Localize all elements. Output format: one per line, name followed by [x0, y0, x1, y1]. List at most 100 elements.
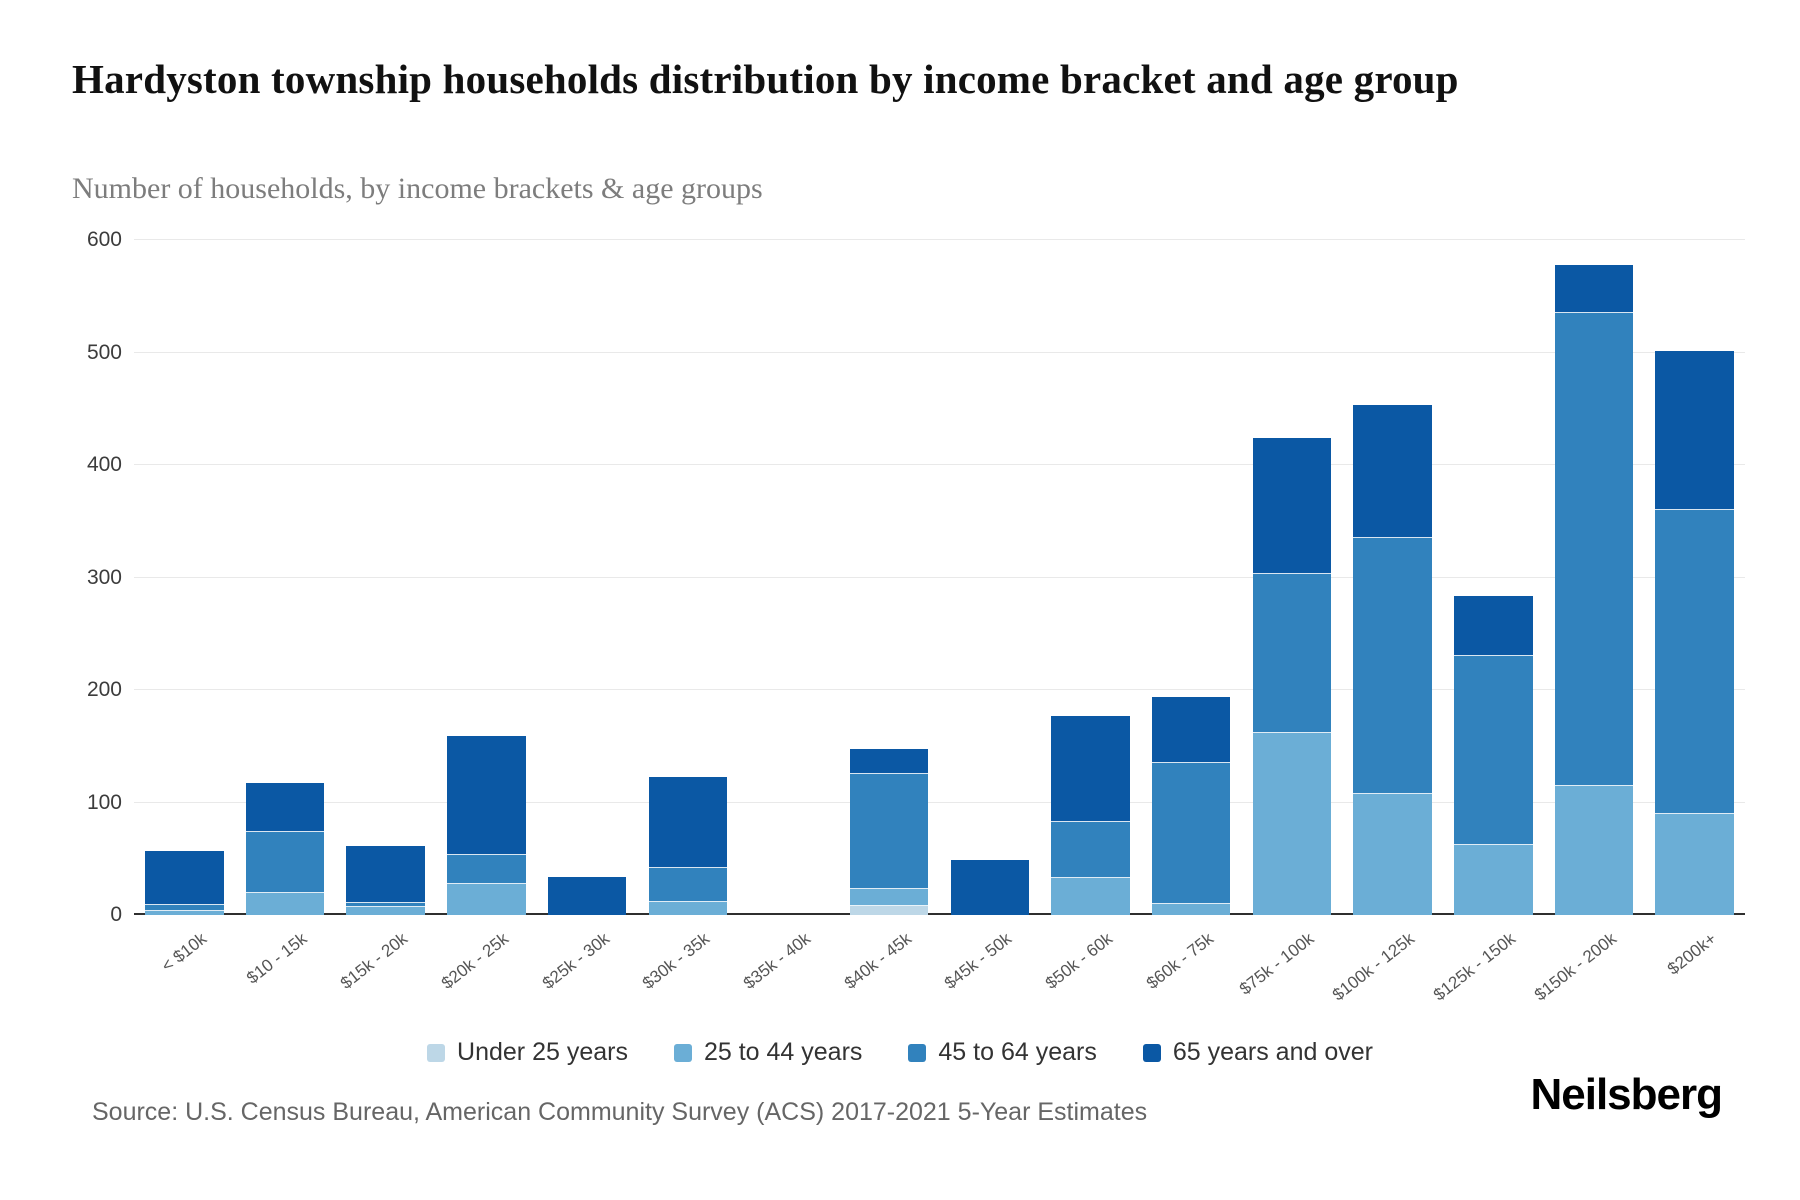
- bar-segment[interactable]: [1051, 877, 1130, 915]
- bar-segment[interactable]: [1454, 595, 1533, 657]
- bar-segment[interactable]: [1353, 405, 1432, 539]
- bar-segment[interactable]: [1655, 510, 1734, 814]
- x-tick-label: $30k - 35k: [639, 929, 714, 993]
- y-tick-label: 100: [86, 790, 122, 814]
- bar-slot: [1342, 240, 1443, 915]
- bar-$40k - 45k[interactable]: [849, 748, 929, 915]
- x-tick-label: $25k - 30k: [538, 929, 613, 993]
- bar-segment[interactable]: [346, 846, 425, 903]
- bar-segment[interactable]: [1051, 715, 1130, 822]
- bar-segment[interactable]: [1353, 793, 1432, 915]
- x-tick-label: $15k - 20k: [337, 929, 412, 993]
- bar-segment[interactable]: [648, 867, 728, 902]
- bar-segment[interactable]: [1454, 845, 1533, 915]
- bar-segment[interactable]: [1353, 538, 1432, 794]
- x-slot: $10 - 15k: [235, 915, 336, 1020]
- gridline: [134, 239, 1745, 240]
- bar-$30k - 35k[interactable]: [648, 776, 728, 915]
- gridline: [134, 801, 1745, 803]
- bar-segment[interactable]: [1151, 696, 1231, 764]
- bar-segment[interactable]: [849, 906, 929, 915]
- bar-slot: [1040, 240, 1141, 915]
- legend-item[interactable]: Under 25 years: [427, 1038, 628, 1067]
- bar-segment[interactable]: [1252, 438, 1332, 575]
- legend-swatch-icon: [908, 1043, 927, 1062]
- bar-$150k - 200k[interactable]: [1554, 264, 1634, 915]
- bar-segment[interactable]: [648, 901, 728, 915]
- gridline: [134, 351, 1745, 353]
- legend-label: Under 25 years: [457, 1038, 628, 1066]
- x-slot: $200k+: [1644, 915, 1745, 1020]
- bar-$45k - 50k[interactable]: [950, 859, 1030, 915]
- legend-item[interactable]: 65 years and over: [1142, 1038, 1373, 1067]
- y-tick-label: 300: [86, 565, 122, 589]
- bar-segment[interactable]: [547, 876, 627, 915]
- legend-item[interactable]: 25 to 44 years: [673, 1038, 862, 1067]
- bar-$10 - 15k[interactable]: [245, 783, 325, 915]
- x-slot: $125k - 150k: [1430, 915, 1544, 1020]
- bar-segment[interactable]: [1151, 903, 1231, 915]
- bar-$100k - 125k[interactable]: [1353, 405, 1432, 915]
- legend-swatch-icon: [427, 1043, 446, 1062]
- x-slot: $75k - 100k: [1236, 915, 1343, 1020]
- x-tick-label: $20k - 25k: [437, 929, 513, 993]
- bar-$15k - 20k[interactable]: [346, 846, 425, 915]
- stacked-bar-chart: 0 100 200 300 400 500 600 < $10k $10 - 15k $15k …: [72, 228, 1745, 1020]
- legend-swatch-icon: [673, 1043, 692, 1062]
- neilsberg-logo[interactable]: Neilsberg: [1530, 1070, 1723, 1119]
- bar-$20k - 25k[interactable]: [447, 736, 526, 915]
- x-tick-label: $60k - 75k: [1142, 929, 1217, 993]
- bar-$50k - 60k[interactable]: [1051, 715, 1130, 915]
- bar-segment[interactable]: [1252, 732, 1332, 915]
- bar-slot: [1443, 240, 1544, 915]
- bar-segment[interactable]: [1454, 656, 1533, 846]
- bar-slot: [637, 240, 738, 915]
- legend: Under 25 years 25 to 44 years 45 to 64 yea…: [0, 1038, 1800, 1067]
- bar-segment[interactable]: [346, 907, 425, 915]
- bar-$75k - 100k[interactable]: [1252, 438, 1332, 915]
- bar-segment[interactable]: [1554, 313, 1634, 786]
- bar-segment[interactable]: [245, 892, 325, 915]
- bar-slot: [1242, 240, 1343, 915]
- bar-segment[interactable]: [145, 904, 224, 911]
- bar-segment[interactable]: [1554, 264, 1634, 314]
- x-axis-line: [134, 913, 1745, 915]
- bar-segment[interactable]: [447, 883, 526, 915]
- bar-segment[interactable]: [849, 774, 929, 890]
- bar-segment[interactable]: [1252, 574, 1332, 733]
- bar-segment[interactable]: [849, 748, 929, 775]
- legend-label: 45 to 64 years: [938, 1038, 1097, 1066]
- bar-$125k - 150k[interactable]: [1454, 595, 1533, 915]
- bar-slot: [738, 240, 839, 915]
- bar-segment[interactable]: [1655, 351, 1734, 510]
- bar-segment[interactable]: [145, 910, 224, 915]
- legend-item[interactable]: 45 to 64 years: [908, 1038, 1097, 1067]
- bar-slot: [134, 240, 235, 915]
- bar-segment[interactable]: [145, 850, 224, 905]
- x-tick-label: $150k - 200k: [1530, 929, 1620, 1005]
- x-tick-label: $40k - 45k: [840, 929, 915, 993]
- x-slot: $50k - 60k: [1040, 915, 1141, 1020]
- bar-segment[interactable]: [950, 859, 1030, 915]
- x-slot: < $10k: [134, 915, 235, 1020]
- bar-segment[interactable]: [447, 736, 526, 856]
- bar-segment[interactable]: [1151, 763, 1231, 904]
- bar-segment[interactable]: [346, 902, 425, 908]
- bar-< $10k[interactable]: [145, 850, 224, 915]
- bar-segment[interactable]: [245, 783, 325, 832]
- chart-subtitle: Number of households, by income brackets…: [72, 172, 763, 205]
- bar-segment[interactable]: [849, 889, 929, 906]
- bar-$200k+[interactable]: [1655, 351, 1734, 915]
- legend-swatch-icon: [1142, 1043, 1161, 1062]
- x-tick-label: < $10k: [157, 929, 211, 976]
- bar-segment[interactable]: [1554, 785, 1634, 915]
- bar-segment[interactable]: [648, 776, 728, 868]
- bar-$25k - 30k[interactable]: [547, 876, 627, 915]
- bar-segment[interactable]: [245, 831, 325, 893]
- bar-slot: [1644, 240, 1745, 915]
- x-tick-label: $45k - 50k: [941, 929, 1016, 993]
- bar-segment[interactable]: [447, 855, 526, 884]
- bar-$60k - 75k[interactable]: [1151, 696, 1231, 915]
- bar-segment[interactable]: [1051, 821, 1130, 878]
- bar-segment[interactable]: [1655, 813, 1734, 915]
